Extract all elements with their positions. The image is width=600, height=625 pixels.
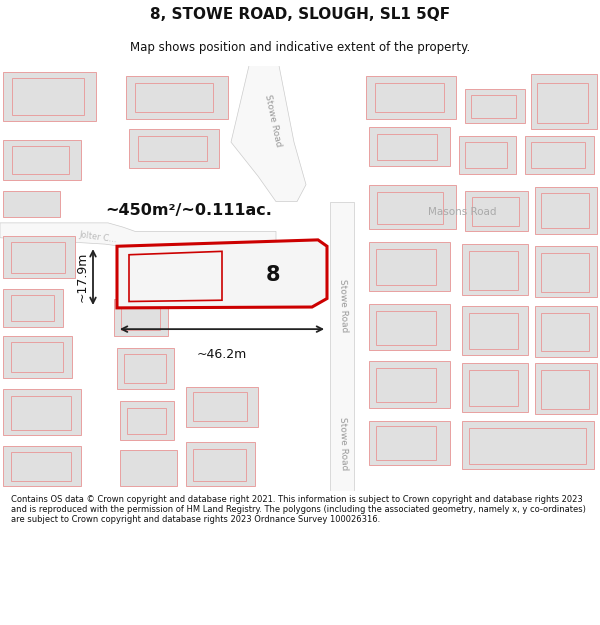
Bar bbox=[472, 197, 519, 226]
Bar bbox=[465, 142, 507, 169]
Bar bbox=[11, 452, 71, 481]
Bar bbox=[114, 299, 168, 336]
Bar bbox=[465, 89, 525, 123]
Bar bbox=[469, 371, 518, 406]
Text: Map shows position and indicative extent of the property.: Map shows position and indicative extent… bbox=[130, 41, 470, 54]
Bar bbox=[193, 392, 247, 421]
Polygon shape bbox=[117, 240, 327, 308]
Bar bbox=[124, 354, 166, 383]
Bar bbox=[11, 295, 54, 321]
Bar bbox=[3, 289, 63, 327]
Bar bbox=[535, 363, 597, 414]
Bar bbox=[377, 192, 443, 224]
Bar bbox=[469, 313, 518, 349]
Bar bbox=[462, 306, 528, 354]
Bar bbox=[535, 306, 597, 357]
Bar bbox=[531, 142, 585, 169]
Bar bbox=[193, 449, 246, 481]
Text: Stowe Road: Stowe Road bbox=[263, 94, 283, 148]
Bar bbox=[535, 246, 597, 298]
Bar bbox=[376, 368, 436, 402]
Text: 8: 8 bbox=[266, 265, 280, 285]
Bar bbox=[369, 242, 450, 291]
Bar bbox=[369, 127, 450, 166]
Bar bbox=[11, 242, 65, 272]
Bar bbox=[541, 193, 589, 228]
Bar bbox=[459, 136, 516, 174]
Bar bbox=[138, 136, 207, 161]
Bar bbox=[186, 442, 255, 486]
Bar bbox=[465, 191, 528, 231]
Bar bbox=[123, 259, 156, 278]
Bar bbox=[462, 244, 528, 295]
Bar bbox=[11, 342, 63, 372]
Bar bbox=[531, 74, 597, 129]
Bar bbox=[471, 94, 516, 118]
Polygon shape bbox=[330, 202, 354, 491]
Bar bbox=[541, 254, 589, 292]
Bar bbox=[369, 421, 450, 465]
Bar bbox=[3, 236, 75, 278]
Text: Stowe Road: Stowe Road bbox=[338, 279, 349, 332]
Text: ~46.2m: ~46.2m bbox=[197, 348, 247, 361]
Bar bbox=[537, 82, 588, 123]
Bar bbox=[376, 426, 436, 459]
Text: 8, STOWE ROAD, SLOUGH, SL1 5QF: 8, STOWE ROAD, SLOUGH, SL1 5QF bbox=[150, 7, 450, 22]
Bar bbox=[3, 140, 81, 181]
Bar bbox=[120, 401, 174, 439]
Bar bbox=[3, 191, 60, 216]
Bar bbox=[375, 82, 444, 112]
Bar bbox=[126, 76, 228, 119]
Bar bbox=[541, 371, 589, 409]
Bar bbox=[117, 255, 162, 282]
Bar bbox=[3, 446, 81, 486]
Polygon shape bbox=[0, 223, 276, 246]
Text: Jolter C...: Jolter C... bbox=[78, 230, 117, 244]
Bar bbox=[462, 421, 594, 469]
Text: ~17.9m: ~17.9m bbox=[75, 252, 88, 302]
Bar bbox=[369, 304, 450, 351]
Bar bbox=[120, 450, 177, 486]
Bar bbox=[3, 389, 81, 436]
Bar bbox=[3, 336, 72, 378]
Bar bbox=[462, 363, 528, 412]
Bar bbox=[541, 313, 589, 351]
Text: Stowe Road: Stowe Road bbox=[338, 417, 349, 471]
Bar bbox=[469, 428, 586, 464]
Bar bbox=[469, 251, 518, 289]
Bar bbox=[117, 348, 174, 389]
Bar bbox=[186, 386, 258, 427]
Polygon shape bbox=[129, 251, 222, 301]
Bar bbox=[12, 78, 84, 114]
Bar bbox=[525, 136, 594, 174]
Bar bbox=[121, 306, 160, 330]
Bar bbox=[376, 249, 436, 286]
Bar bbox=[135, 82, 213, 112]
Bar bbox=[369, 184, 456, 229]
Bar bbox=[366, 76, 456, 119]
Bar bbox=[11, 396, 71, 430]
Bar bbox=[129, 129, 219, 168]
Bar bbox=[377, 134, 437, 160]
Polygon shape bbox=[231, 66, 306, 202]
Bar bbox=[127, 408, 166, 434]
Bar bbox=[369, 361, 450, 408]
Bar bbox=[3, 72, 96, 121]
Text: Masons Road: Masons Road bbox=[428, 208, 496, 217]
Bar bbox=[376, 311, 436, 345]
Text: ~450m²/~0.111ac.: ~450m²/~0.111ac. bbox=[105, 202, 272, 217]
Bar bbox=[535, 187, 597, 234]
Text: Contains OS data © Crown copyright and database right 2021. This information is : Contains OS data © Crown copyright and d… bbox=[11, 494, 586, 524]
Bar bbox=[12, 146, 69, 174]
